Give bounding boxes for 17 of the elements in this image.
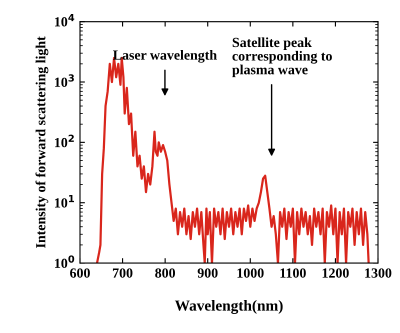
y-tick-label: 10$^{2}$ <box>55 134 74 148</box>
x-tick-label: 800 <box>155 268 176 278</box>
x-tick-label: 1000 <box>238 268 264 278</box>
y-tick-label: 10$^{1}$ <box>55 195 74 208</box>
annotation: Satellite peak corresponding to plasma wave <box>232 37 332 78</box>
y-tick-label: 10$^{0}$ <box>55 255 74 268</box>
y-tick-label: 10$^{3}$ <box>55 74 74 87</box>
y-axis-title: Intensity of forward scattering light <box>35 36 48 248</box>
x-tick-label: 900 <box>198 268 218 278</box>
x-tick-label: 1300 <box>365 268 392 278</box>
x-tick-label: 1200 <box>322 268 349 278</box>
x-tick-label: 600 <box>70 268 90 278</box>
x-axis-title: Wavelength(nm) <box>174 300 283 314</box>
x-tick-label: 1100 <box>280 268 306 278</box>
x-tick-label: 700 <box>112 268 132 278</box>
annotation: Laser wavelength <box>113 50 217 63</box>
y-tick-label: 10$^{4}$ <box>55 14 74 27</box>
